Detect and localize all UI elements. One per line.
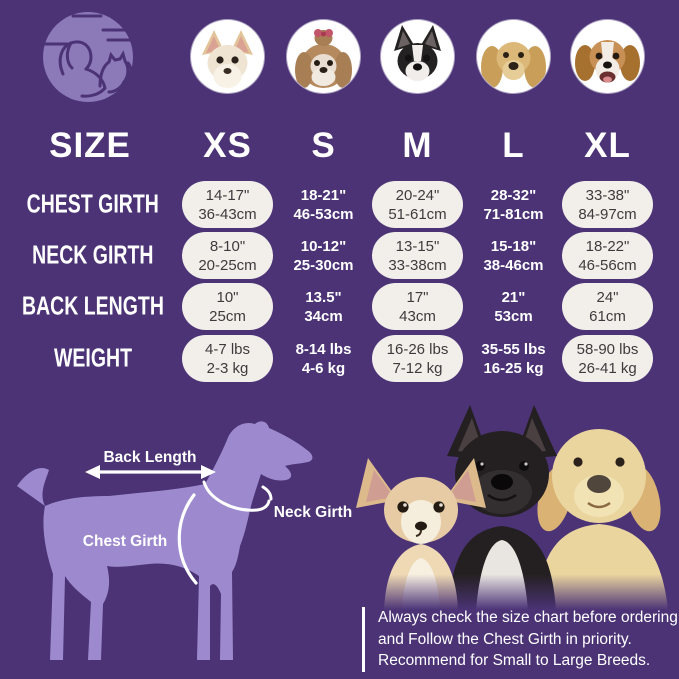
cell-weight-s: 8-14 lbs 4-6 kg — [295, 340, 352, 377]
cell-weight-xs: 4-7 lbs 2-3 kg — [180, 335, 275, 382]
size-header-xl: XL — [584, 126, 631, 165]
cell-back-m: 17" 43cm — [370, 283, 465, 330]
sizing-note: Always check the size chart before order… — [362, 607, 679, 672]
cell-back-s: 13.5" 34cm — [304, 288, 343, 325]
row-label-chest-girth: CHEST GIRTH — [26, 188, 159, 219]
row-label-neck-girth: NECK GIRTH — [31, 239, 154, 270]
size-header-s: S — [311, 126, 336, 165]
brand-dog-cat-logo-icon — [43, 12, 133, 102]
arrow-left-head — [85, 465, 100, 479]
size-header-m: M — [402, 126, 433, 165]
size-row-title: SIZE — [49, 126, 131, 165]
cell-weight-m: 16-26 lbs 7-12 kg — [370, 335, 465, 382]
chest-girth-label: Chest Girth — [83, 533, 167, 550]
note-line-1: Always check the size chart before order… — [378, 609, 678, 626]
size-header-l: L — [502, 126, 525, 165]
cell-neck-xl: 18-22" 46-56cm — [560, 232, 655, 279]
breed-photo-boston-terrier — [381, 20, 454, 93]
cell-chest-xs: 14-17" 36-43cm — [180, 181, 275, 228]
cell-neck-s: 10-12" 25-30cm — [293, 237, 354, 274]
breed-photo-cocker-spaniel — [477, 20, 550, 93]
back-length-label: Back Length — [103, 449, 196, 466]
cell-chest-xl: 33-38" 84-97cm — [560, 181, 655, 228]
cell-chest-m: 20-24" 51-61cm — [370, 181, 465, 228]
dog-silhouette — [17, 421, 313, 660]
cell-neck-l: 15-18" 38-46cm — [483, 237, 544, 274]
cell-chest-s: 18-21" 46-53cm — [293, 186, 354, 223]
cell-back-xs: 10" 25cm — [180, 283, 275, 330]
note-line-3: Recommend for Small to Large Breeds. — [378, 652, 651, 669]
neck-girth-label: Neck Girth — [274, 504, 352, 521]
cell-back-l: 21" 53cm — [494, 288, 533, 325]
breed-photo-chihuahua — [191, 20, 264, 93]
cell-neck-xs: 8-10" 20-25cm — [180, 232, 275, 279]
row-label-weight: WEIGHT — [53, 342, 132, 373]
cell-neck-m: 13-15" 33-38cm — [370, 232, 465, 279]
cell-weight-xl: 58-90 lbs 26-41 kg — [560, 335, 655, 382]
breed-photo-shih-tzu — [287, 20, 360, 93]
cell-chest-l: 28-32" 71-81cm — [483, 186, 544, 223]
arrow-right-head — [201, 465, 216, 479]
cell-back-xl: 24" 61cm — [560, 283, 655, 330]
row-label-back-length: BACK LENGTH — [21, 290, 164, 321]
bottom-fade-overlay — [350, 516, 679, 610]
dog-measurement-diagram: Back Length Neck Girth Chest Girth — [17, 421, 352, 660]
dogs-group-illustration — [350, 405, 679, 610]
cell-weight-l: 35-55 lbs 16-25 kg — [481, 340, 546, 377]
size-header-xs: XS — [203, 126, 252, 165]
breed-photo-beagle — [571, 20, 644, 93]
note-line-2: and Follow the Chest Girth in priority. — [378, 630, 632, 648]
